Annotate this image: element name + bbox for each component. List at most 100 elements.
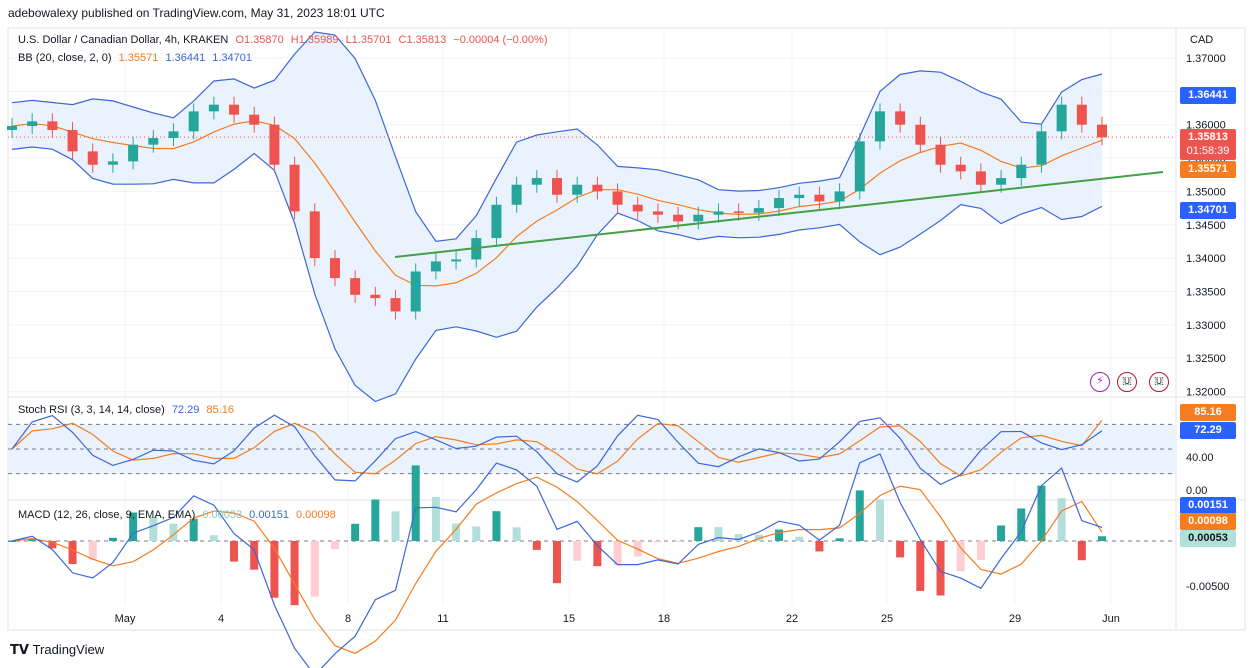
time-axis[interactable]: May 4 8 11 15 18 22 25 29 Jun — [115, 613, 1120, 625]
candle-body — [895, 111, 906, 125]
lightning-icon[interactable]: ⚡ — [1090, 372, 1110, 392]
price-tick-label: 1.36000 — [1186, 120, 1226, 132]
macd-histogram-bar — [714, 527, 723, 541]
currency-label: CAD — [1190, 34, 1214, 46]
trend-line[interactable] — [394, 171, 1164, 258]
macd-histogram-bar — [1098, 536, 1106, 541]
candle — [491, 196, 502, 247]
macd-histogram-bar — [290, 541, 299, 606]
candle — [733, 203, 744, 221]
price-tick-label: 1.34500 — [1186, 220, 1226, 232]
candle — [410, 263, 421, 320]
candle — [289, 156, 300, 220]
candle-body — [854, 141, 865, 192]
macd-histogram-bar — [775, 529, 784, 541]
candle — [208, 96, 219, 120]
candle-body — [935, 144, 946, 165]
candle-body — [1016, 164, 1027, 179]
bb-lower-line — [11, 146, 1103, 403]
open-value: O1.35870 — [235, 34, 284, 46]
stoch-d-line — [11, 419, 1103, 477]
upper-band-badge: 1.36441 — [1180, 87, 1236, 104]
macd-histogram-bar — [855, 490, 864, 541]
chart-frame — [7, 27, 1246, 631]
candle-body — [47, 121, 58, 131]
candle — [511, 176, 522, 213]
macd-histogram-bar — [936, 541, 945, 596]
candle — [107, 153, 118, 173]
bb-legend: BB (20, close, 2, 0) 1.35571 1.36441 1.3… — [18, 52, 256, 64]
high-value: H1.35989 — [290, 34, 339, 46]
time-tick-label: 15 — [563, 613, 575, 625]
macd-histogram-bar — [391, 511, 400, 541]
price-tick-label: 1.37000 — [1186, 53, 1226, 65]
candle-body — [874, 111, 885, 142]
candle-body — [289, 164, 300, 212]
macd-hist-badge: 0.00053 — [1180, 530, 1236, 547]
price-tick-label: 1.33000 — [1186, 320, 1226, 332]
macd-signal-value: 0.00098 — [296, 509, 336, 521]
candle-body — [592, 184, 603, 192]
macd-histogram-bar — [250, 541, 259, 570]
candle — [451, 251, 462, 270]
candle-body — [733, 211, 744, 213]
candle — [1056, 96, 1067, 140]
candle — [1076, 96, 1087, 133]
macd-histogram-bar — [431, 496, 440, 541]
candle — [27, 113, 38, 135]
candle-body — [1097, 124, 1107, 138]
lower-band-badge: 1.34701 — [1180, 202, 1236, 219]
macd-histogram-bar — [209, 535, 218, 541]
candle-body — [350, 278, 361, 295]
macd-histogram-bar — [835, 538, 844, 541]
candle — [612, 183, 623, 213]
candle-body — [552, 178, 562, 195]
change-value: −0.00004 (−0.00%) — [453, 34, 548, 46]
candle — [148, 130, 159, 153]
candle-body — [915, 124, 926, 145]
us-flag-icon[interactable]: 🇺 — [1117, 372, 1137, 392]
macd-histogram-bar — [108, 537, 117, 541]
candle — [955, 156, 966, 180]
candle-body — [188, 111, 199, 132]
macd-hist-value: 0.00053 — [202, 509, 243, 521]
us-flag-icon-2[interactable]: 🇺 — [1149, 372, 1169, 392]
macd-tick-label: -0.00500 — [1186, 581, 1229, 593]
macd-histogram-bar — [795, 536, 804, 541]
close-value: C1.35813 — [398, 34, 447, 46]
candle-body — [67, 130, 78, 152]
candle — [814, 186, 825, 210]
candle — [572, 176, 583, 203]
candle — [1016, 156, 1027, 187]
candle-body — [107, 161, 118, 165]
bb-upper-line — [11, 31, 1103, 242]
candle — [329, 250, 340, 287]
bb-upper-value: 1.36441 — [165, 52, 206, 64]
macd-histogram-bar — [492, 511, 501, 541]
tradingview-logo[interactable]: 𝗧𝗩 TradingView — [10, 642, 104, 658]
price-tick-label: 1.34000 — [1186, 253, 1226, 265]
candle-body — [511, 184, 522, 205]
macd-line — [11, 453, 1103, 668]
candle-body — [269, 124, 280, 165]
macd-histogram-bar — [815, 541, 824, 552]
last-price-value: 1.35813 — [1188, 131, 1228, 143]
macd-histogram-bar — [694, 527, 703, 541]
stoch-tick-label: 40.00 — [1186, 452, 1214, 464]
bar-countdown: 01:58:39 — [1186, 145, 1230, 157]
candle — [7, 118, 17, 139]
candle — [1097, 116, 1107, 146]
macd-histogram-bar — [532, 541, 541, 550]
candle-body — [87, 151, 98, 165]
macd-legend: MACD (12, 26, close, 9, EMA, EMA) 0.0005… — [18, 509, 340, 521]
macd-histogram-bar — [734, 534, 743, 541]
time-tick-label: May — [115, 613, 136, 625]
stoch-label: Stoch RSI (3, 3, 14, 14, close) — [18, 404, 165, 416]
macd-histogram-bar — [875, 499, 884, 541]
stoch-legend: Stoch RSI (3, 3, 14, 14, close) 72.29 85… — [18, 404, 238, 416]
candle-body — [572, 184, 583, 195]
stoch-rsi-pane — [8, 414, 1176, 486]
stoch-k-line — [11, 414, 1103, 486]
macd-histogram-bar — [1077, 541, 1086, 561]
